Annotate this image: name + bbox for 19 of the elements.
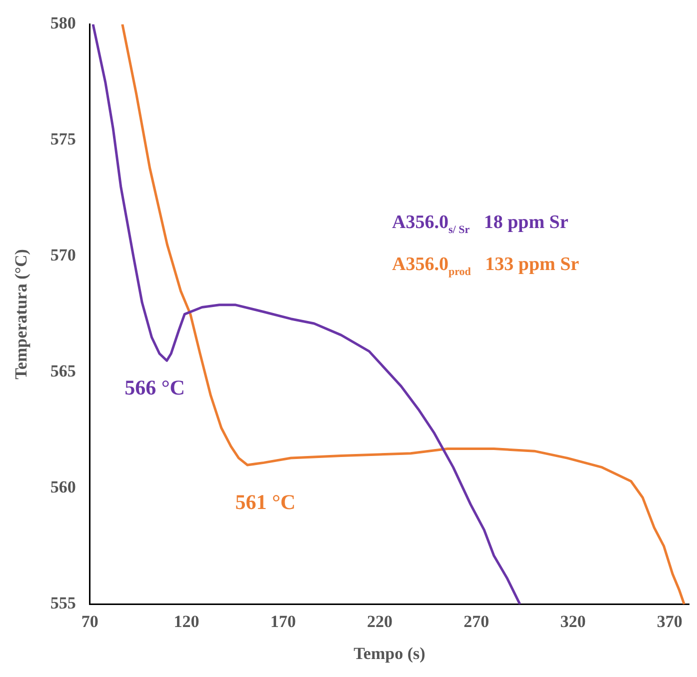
x-tick-label: 70 bbox=[81, 612, 98, 631]
y-tick-label: 555 bbox=[50, 594, 76, 613]
x-tick-label: 320 bbox=[560, 612, 586, 631]
y-axis-title: Temperatura (°C) bbox=[12, 249, 31, 380]
y-tick-label: 560 bbox=[50, 478, 76, 497]
x-tick-label: 120 bbox=[174, 612, 200, 631]
y-tick-label: 570 bbox=[50, 246, 76, 265]
y-tick-label: 580 bbox=[50, 14, 76, 33]
x-tick-label: 220 bbox=[367, 612, 393, 631]
x-tick-label: 370 bbox=[656, 612, 682, 631]
y-tick-label: 575 bbox=[50, 130, 76, 149]
x-tick-label: 270 bbox=[464, 612, 490, 631]
text: A356.0$_{prod}$ 133 ppm Sr bbox=[392, 254, 580, 278]
text: A356.0$_{s/ Sr}$ 18 ppm Sr bbox=[392, 212, 568, 236]
x-tick-label: 170 bbox=[270, 612, 296, 631]
x-axis-title: Tempo (s) bbox=[354, 644, 426, 664]
annotation: 561 °C bbox=[235, 490, 296, 514]
y-tick-label: 565 bbox=[50, 362, 76, 381]
annotation: 566 °C bbox=[124, 376, 185, 400]
